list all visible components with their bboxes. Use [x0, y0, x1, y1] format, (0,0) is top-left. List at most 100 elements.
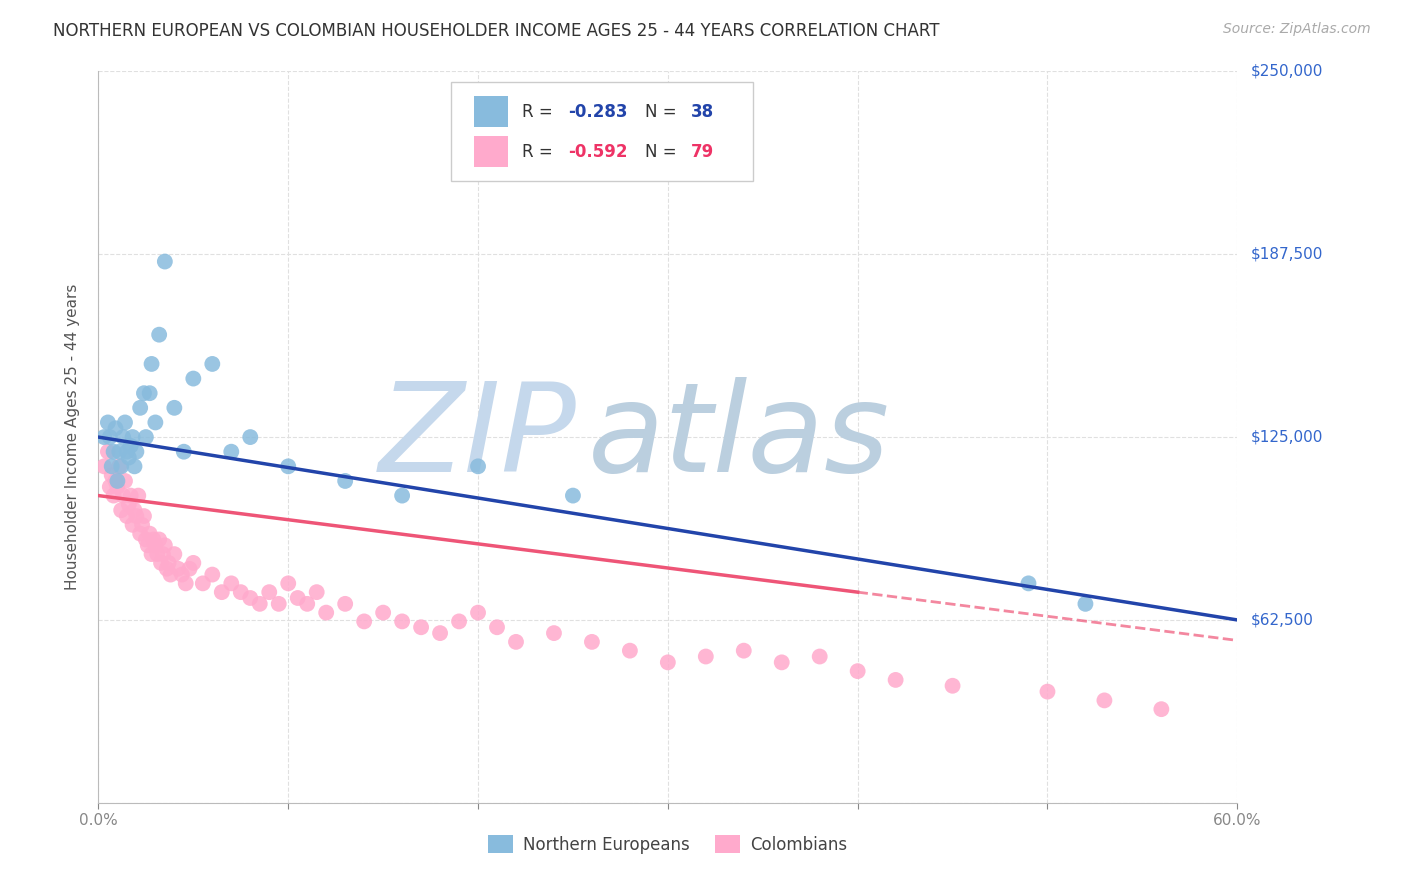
Point	[315, 606, 337, 620]
Point	[103, 489, 125, 503]
Point	[150, 556, 173, 570]
Point	[136, 538, 159, 552]
Point	[112, 489, 135, 503]
Point	[353, 615, 375, 629]
Text: $62,500: $62,500	[1251, 613, 1315, 627]
Point	[733, 643, 755, 657]
Point	[335, 474, 357, 488]
Point	[138, 526, 160, 541]
Legend: Northern Europeans, Colombians: Northern Europeans, Colombians	[482, 829, 853, 860]
Point	[135, 533, 157, 547]
Point	[163, 547, 186, 561]
Point	[104, 421, 127, 435]
Point	[259, 585, 281, 599]
Point	[114, 474, 136, 488]
Point	[156, 562, 179, 576]
Point	[152, 547, 174, 561]
Text: atlas: atlas	[588, 376, 890, 498]
Point	[163, 401, 186, 415]
Point	[108, 444, 131, 458]
Point	[305, 585, 328, 599]
Point	[93, 430, 115, 444]
Point	[411, 620, 433, 634]
Point	[108, 459, 131, 474]
Point	[505, 635, 527, 649]
Point	[429, 626, 451, 640]
Point	[124, 503, 146, 517]
Point	[229, 585, 252, 599]
Point	[141, 547, 163, 561]
FancyBboxPatch shape	[451, 82, 754, 181]
Point	[131, 517, 153, 532]
Point	[148, 327, 170, 342]
Text: NORTHERN EUROPEAN VS COLOMBIAN HOUSEHOLDER INCOME AGES 25 - 44 YEARS CORRELATION: NORTHERN EUROPEAN VS COLOMBIAN HOUSEHOLD…	[53, 22, 941, 40]
Point	[104, 474, 127, 488]
Point	[153, 254, 176, 268]
Text: $250,000: $250,000	[1251, 64, 1323, 78]
Point	[103, 444, 125, 458]
Point	[125, 444, 148, 458]
Point	[449, 615, 471, 629]
Point	[145, 416, 167, 430]
Text: R =: R =	[522, 143, 558, 161]
Point	[249, 597, 271, 611]
Point	[179, 562, 201, 576]
Point	[142, 533, 165, 547]
Point	[100, 459, 122, 474]
Point	[619, 643, 641, 657]
Text: N =: N =	[645, 103, 682, 120]
Point	[120, 489, 142, 503]
Point	[695, 649, 717, 664]
Point	[107, 474, 129, 488]
Point	[132, 509, 155, 524]
Point	[287, 591, 309, 605]
Point	[486, 620, 509, 634]
Point	[581, 635, 603, 649]
Point	[211, 585, 233, 599]
Point	[277, 576, 299, 591]
Point	[120, 439, 142, 453]
Point	[267, 597, 290, 611]
Point	[112, 430, 135, 444]
Point	[201, 357, 224, 371]
Point	[97, 416, 120, 430]
Point	[391, 489, 413, 503]
Point	[97, 444, 120, 458]
Text: $187,500: $187,500	[1251, 247, 1323, 261]
Point	[124, 459, 146, 474]
Point	[121, 430, 143, 444]
Point	[157, 556, 180, 570]
Point	[183, 556, 205, 570]
Point	[543, 626, 565, 640]
Point	[93, 459, 115, 474]
Point	[121, 517, 143, 532]
Point	[1094, 693, 1116, 707]
Bar	[474, 136, 509, 167]
Point	[191, 576, 214, 591]
Point	[167, 562, 190, 576]
Point	[110, 503, 132, 517]
Point	[132, 386, 155, 401]
Point	[391, 615, 413, 629]
Point	[148, 533, 170, 547]
Point	[1150, 702, 1173, 716]
Point	[467, 459, 489, 474]
Text: Source: ZipAtlas.com: Source: ZipAtlas.com	[1223, 22, 1371, 37]
Text: 38: 38	[690, 103, 714, 120]
Point	[141, 357, 163, 371]
Y-axis label: Householder Income Ages 25 - 44 years: Householder Income Ages 25 - 44 years	[65, 284, 80, 591]
Point	[1018, 576, 1040, 591]
Point	[770, 656, 793, 670]
Text: N =: N =	[645, 143, 682, 161]
Point	[239, 430, 262, 444]
Point	[146, 547, 169, 561]
Point	[110, 459, 132, 474]
Point	[170, 567, 193, 582]
Point	[145, 538, 167, 552]
Point	[297, 597, 319, 611]
Point	[1074, 597, 1097, 611]
Point	[153, 538, 176, 552]
Text: 79: 79	[690, 143, 714, 161]
Point	[135, 430, 157, 444]
Point	[107, 480, 129, 494]
